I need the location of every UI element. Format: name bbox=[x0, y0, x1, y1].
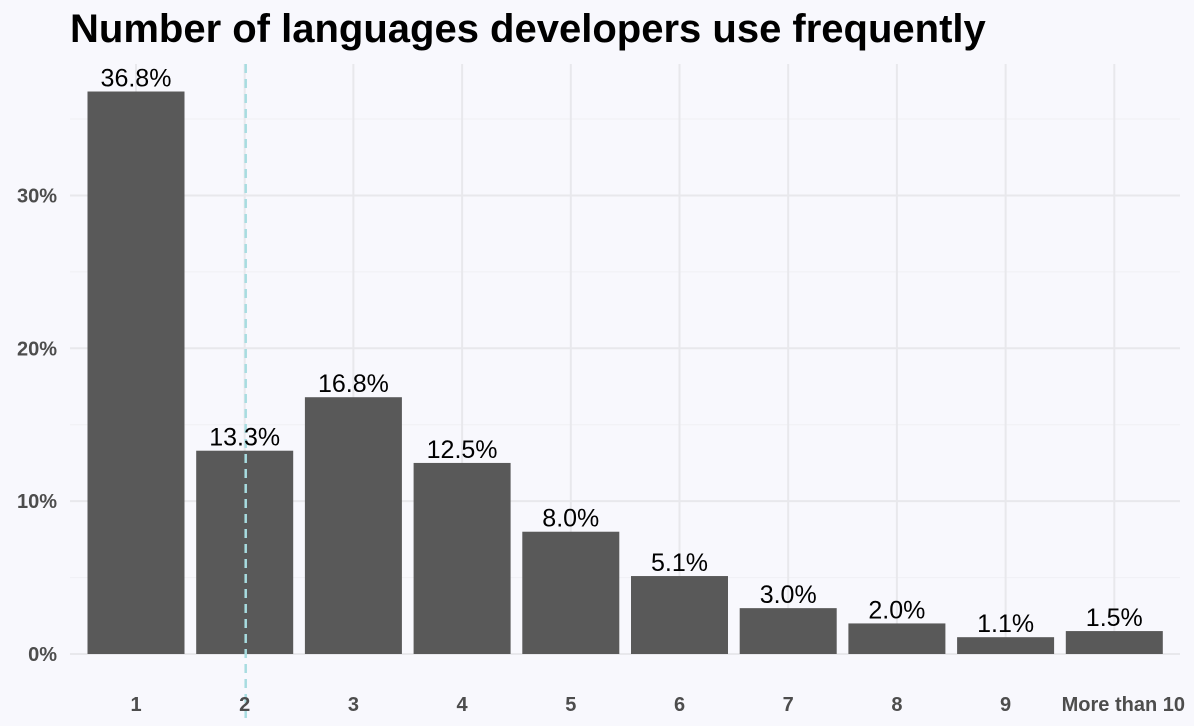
bar bbox=[413, 462, 511, 654]
x-tick-label: 6 bbox=[674, 694, 685, 716]
x-tick-label: 8 bbox=[891, 694, 902, 716]
bar bbox=[304, 397, 402, 654]
x-tick-label: 9 bbox=[1000, 694, 1011, 716]
data-label: 36.8% bbox=[101, 65, 172, 93]
data-label: 1.1% bbox=[977, 610, 1034, 638]
x-tick-label: 4 bbox=[457, 694, 469, 716]
y-tick-label: 10% bbox=[17, 491, 57, 513]
y-tick-label: 30% bbox=[17, 185, 57, 207]
bar bbox=[631, 576, 728, 654]
x-tick-label: 5 bbox=[565, 694, 576, 716]
bar bbox=[1065, 631, 1163, 654]
x-tick-label: 3 bbox=[348, 694, 359, 716]
data-label: 3.0% bbox=[760, 581, 817, 609]
bar bbox=[87, 91, 185, 655]
x-tick-label: 2 bbox=[239, 694, 250, 716]
y-tick-label: 0% bbox=[28, 644, 57, 666]
x-tick-label: 7 bbox=[783, 694, 794, 716]
bar bbox=[522, 531, 620, 654]
bar bbox=[739, 608, 837, 654]
data-label: 5.1% bbox=[651, 549, 708, 577]
x-tick-label: 1 bbox=[130, 694, 141, 716]
bar bbox=[848, 623, 946, 654]
data-label: 1.5% bbox=[1086, 604, 1143, 632]
bar bbox=[957, 637, 1055, 654]
x-tick-label: More than 10 bbox=[1062, 694, 1185, 716]
data-label: 13.3% bbox=[209, 424, 280, 452]
data-label: 12.5% bbox=[427, 436, 498, 464]
data-label: 2.0% bbox=[868, 596, 925, 624]
chart-title: Number of languages developers use frequ… bbox=[70, 7, 986, 51]
data-label: 16.8% bbox=[318, 370, 389, 398]
data-label: 8.0% bbox=[542, 505, 599, 533]
y-tick-label: 20% bbox=[17, 338, 57, 360]
